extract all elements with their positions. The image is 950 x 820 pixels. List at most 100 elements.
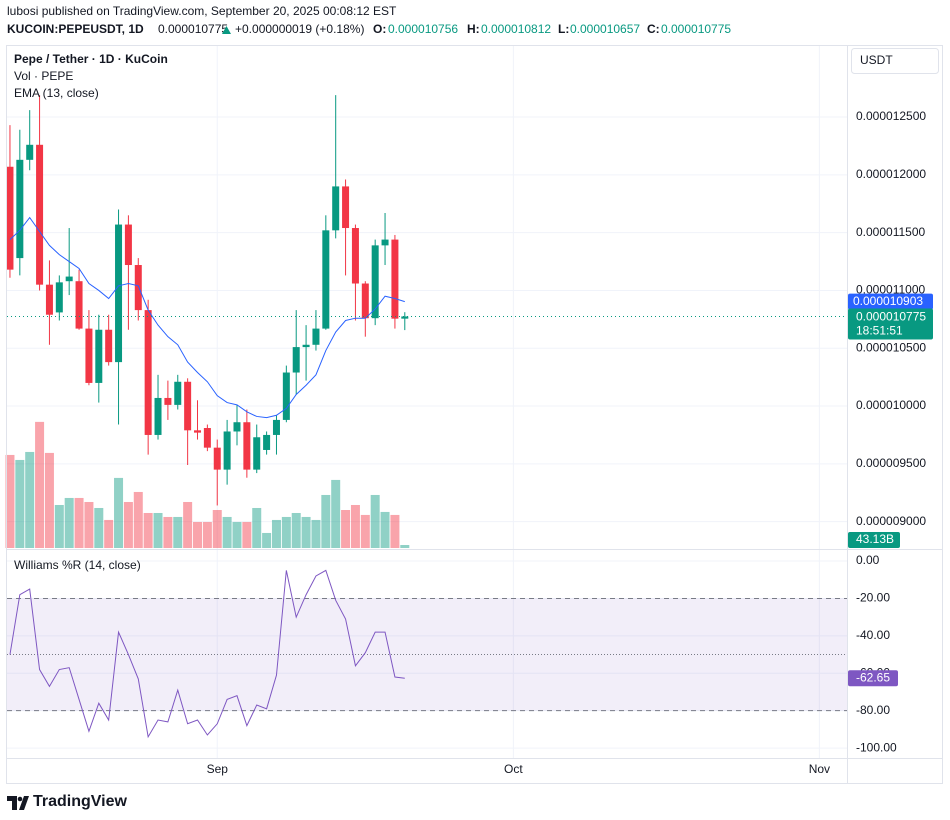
y-tick-label: -40.00	[856, 628, 890, 642]
candle-body	[45, 284, 53, 315]
volume-bar	[35, 421, 45, 548]
volume-bar	[54, 504, 64, 548]
candle-body	[391, 239, 399, 319]
candle-body	[401, 316, 409, 319]
candle-body	[95, 329, 103, 383]
candle-body	[203, 428, 211, 448]
volume-bar	[390, 514, 400, 548]
candle-body	[55, 282, 63, 313]
y-tick-label: 0.000009000	[856, 514, 926, 528]
volume-bar	[193, 521, 203, 548]
candle-body	[144, 310, 152, 435]
currency-button[interactable]	[851, 48, 939, 74]
candle-body	[85, 328, 93, 383]
y-tick-label: 0.000012000	[856, 167, 926, 181]
volume-bar	[114, 477, 124, 548]
y-tick-label: -20.00	[856, 591, 890, 605]
volume-bar	[321, 494, 331, 548]
candle-body	[26, 144, 34, 160]
x-tick-label: Nov	[809, 762, 830, 776]
candle-body	[312, 328, 320, 345]
candle-body	[233, 422, 241, 432]
candle-body	[381, 239, 389, 246]
volume-bar	[202, 521, 212, 548]
author-line: lubosi published on TradingView.com, Sep…	[7, 4, 397, 18]
candle-body	[115, 224, 123, 363]
candle-body	[164, 397, 172, 405]
ohlc-value: 0.000010775	[661, 22, 731, 36]
ema-line	[9, 216, 405, 419]
ema-badge-label: 0.000010903	[853, 294, 923, 308]
volume-bar	[311, 519, 321, 548]
volume-layer	[5, 421, 410, 548]
candle-body	[253, 437, 261, 470]
indicator-legend: Williams %R (14, close)	[14, 558, 141, 572]
axis-layer: Sep Oct Nov 0.000009000 0.000009500 0.0000100…	[207, 109, 933, 776]
brand: TradingView	[33, 793, 128, 810]
volume-bar	[331, 479, 341, 548]
volume-bar	[222, 516, 232, 548]
currency[interactable]: USDT	[860, 53, 893, 67]
volume-bar	[400, 544, 410, 548]
volume-bar	[173, 516, 183, 548]
williams-line	[9, 569, 405, 739]
volume-bar	[133, 491, 143, 548]
brand-logo	[7, 796, 29, 810]
candle-body	[223, 431, 231, 470]
volume-badge-label: 43.13B	[856, 532, 894, 546]
candle-body	[302, 344, 310, 348]
ohlc-value: 0.000010657	[570, 22, 640, 36]
symbol: KUCOIN:PEPEUSDT, 1D	[7, 22, 144, 36]
volume-bar	[104, 519, 114, 548]
volume-bar	[143, 512, 153, 548]
x-tick-label: Sep	[207, 762, 229, 776]
volume-bar	[301, 516, 311, 548]
candle-body	[134, 265, 142, 311]
candle-body	[292, 347, 300, 373]
ohlc-value: 0.000010812	[481, 22, 551, 36]
volume-bar	[370, 494, 380, 548]
volume-badge	[848, 532, 900, 548]
countdown: 18:51:51	[856, 324, 903, 338]
volume-bar	[25, 451, 35, 548]
y-tick-label: -100.00	[856, 740, 897, 754]
volume-bar	[242, 521, 252, 548]
ohlc-key: C:	[647, 22, 660, 36]
y-tick-label: 0.00	[856, 553, 880, 567]
volume-bar	[271, 519, 281, 548]
volume-bar	[380, 511, 390, 548]
up-triangle	[222, 26, 231, 34]
y-tick-label: 0.000011000	[856, 283, 926, 297]
volume-bar	[291, 512, 301, 548]
last-price-badge	[848, 308, 933, 340]
volume-bar	[84, 501, 94, 548]
candle-body	[75, 281, 83, 329]
candle-body	[65, 276, 73, 282]
last-price: 0.000010775	[158, 22, 228, 36]
volume-bar	[15, 459, 25, 548]
y-tick-label: -80.00	[856, 703, 890, 717]
volume-bar	[64, 497, 74, 548]
candle-body	[154, 397, 162, 435]
chart-title: Pepe / Tether · 1D · KuCoin	[14, 52, 168, 66]
x-tick-label: Oct	[504, 762, 523, 776]
candle-body	[6, 166, 14, 270]
ohlc-value: 0.000010756	[388, 22, 458, 36]
change: +0.000000019 (+0.18%)	[235, 22, 364, 36]
ema-legend: EMA (13, close)	[14, 86, 99, 100]
volume-bar	[74, 497, 84, 548]
candle-body	[361, 283, 369, 319]
candle-body	[342, 186, 350, 229]
price-layer	[6, 95, 847, 506]
candle-body	[194, 430, 202, 433]
volume-bar	[153, 512, 163, 548]
volume-bar	[163, 516, 173, 548]
candle-body	[282, 372, 290, 420]
y-tick-label: 0.000010000	[856, 398, 926, 412]
volume-bar	[350, 504, 360, 548]
candle-body	[213, 447, 221, 470]
y-tick-label: 0.000010500	[856, 340, 926, 354]
volume-bar	[262, 532, 272, 548]
